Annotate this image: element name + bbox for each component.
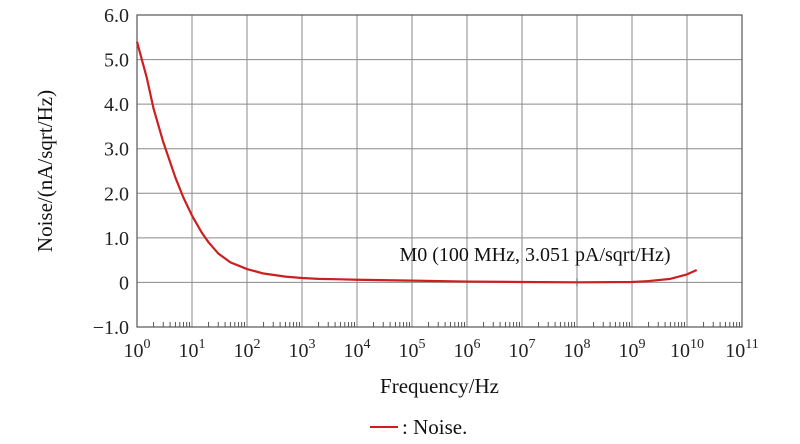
y-axis-title: Noise/(nA/sqrt/Hz) [33, 90, 57, 252]
x-minor-ticks [153, 322, 740, 327]
y-tick-label: 5.0 [104, 50, 129, 72]
x-tick-label: 101 [179, 337, 206, 362]
y-tick-label: 1.0 [104, 228, 129, 250]
legend: : Noise. [370, 415, 467, 439]
x-tick-label: 105 [399, 337, 426, 362]
annotation-group: M0 (100 MHz, 3.051 pA/sqrt/Hz) [399, 244, 671, 287]
series-group [135, 41, 698, 284]
noise-series-line [135, 41, 698, 284]
x-tick-label: 1010 [670, 337, 704, 362]
x-tick-label: 108 [564, 337, 591, 362]
x-tick-label: 109 [619, 337, 646, 362]
x-tick-label: 107 [509, 337, 536, 362]
x-tick-label: 104 [344, 337, 371, 362]
y-tick-label: 4.0 [104, 94, 129, 116]
y-tick-label: 0 [119, 272, 129, 294]
y-tick-label: 6.0 [104, 5, 129, 27]
x-axis-title: Frequency/Hz [380, 374, 499, 398]
x-tick-label: 106 [454, 337, 481, 362]
x-tick-label: 100 [124, 337, 151, 362]
legend-label: : Noise. [402, 415, 467, 439]
y-tick-label: −1.0 [93, 317, 129, 339]
x-tick-label: 102 [234, 337, 261, 362]
marker-annotation: M0 (100 MHz, 3.051 pA/sqrt/Hz) [399, 244, 670, 266]
y-tick-labels: 6.0 5.0 4.0 3.0 2.0 1.0 0 −1.0 [93, 5, 129, 339]
x-tick-labels: 100 101 102 103 104 105 106 107 108 109 1010 1011 [124, 337, 759, 362]
x-tick-label: 103 [289, 337, 316, 362]
y-tick-label: 3.0 [104, 139, 129, 161]
plot-frame [136, 14, 743, 328]
x-tick-label: 1011 [725, 337, 758, 362]
y-tick-label: 2.0 [104, 183, 129, 205]
